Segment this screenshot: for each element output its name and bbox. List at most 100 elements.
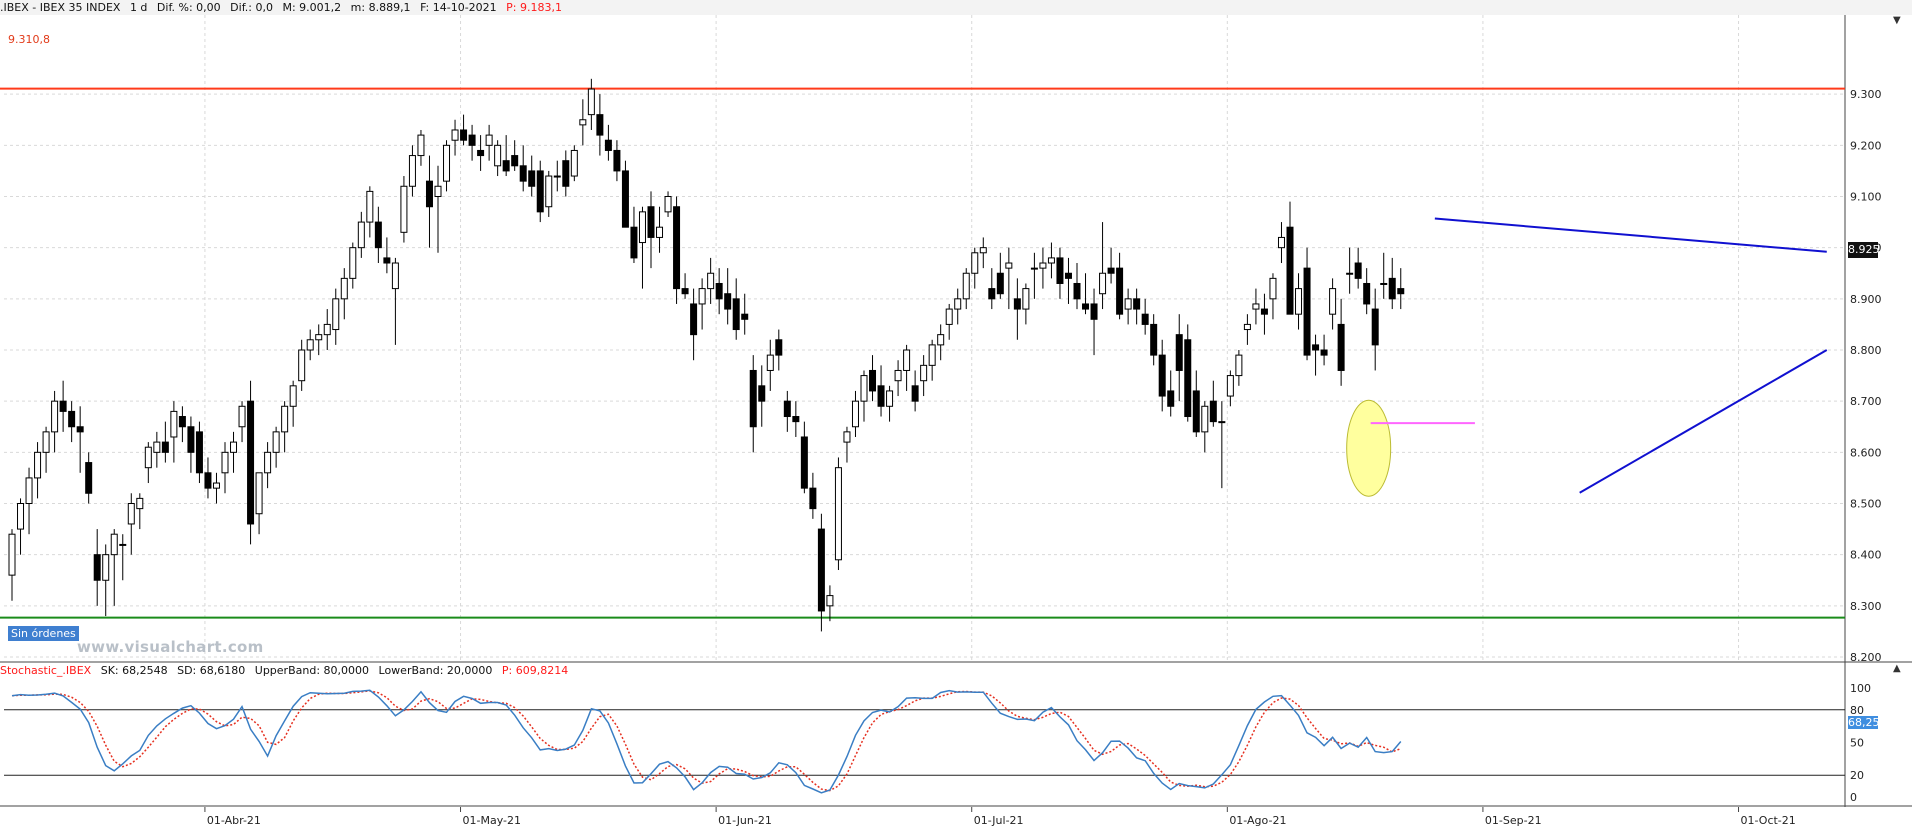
candle-up — [1005, 262, 1013, 269]
candle-down — [996, 272, 1004, 295]
candle-down — [536, 170, 544, 213]
candle-up — [1047, 257, 1055, 264]
candle-down — [613, 149, 621, 172]
collapse-down-icon[interactable]: ▼ — [1893, 15, 1901, 26]
candle-down — [383, 257, 391, 264]
candle-up — [332, 298, 340, 331]
candle-up — [1346, 272, 1354, 275]
stochastic-upper: UpperBand: 80,0000 — [254, 664, 370, 677]
candle-down — [1260, 308, 1268, 315]
x-tick-label: 01-Jun-21 — [718, 814, 772, 827]
date-axis: 01-Abr-21 01-May-21 01-Jun-21 01-Jul-21 01-A… — [204, 807, 1796, 827]
y-tick-label: 8.700 — [1850, 395, 1882, 408]
price-chart[interactable]: 9.3009.2009.1009.0008.9008.8008.7008.600… — [0, 15, 1912, 663]
candle-down — [681, 288, 689, 295]
candle-up — [221, 451, 229, 474]
candle-down — [1158, 354, 1166, 397]
candle-down — [374, 221, 382, 249]
candle-down — [1303, 267, 1311, 356]
candle-up — [1099, 272, 1107, 295]
stoch-background — [0, 663, 1912, 807]
candle-down — [1141, 313, 1149, 325]
candle-up — [928, 344, 936, 366]
candle-down — [511, 155, 519, 167]
candle-up — [1218, 421, 1226, 424]
candle-down — [1073, 282, 1081, 300]
candle-down — [715, 282, 723, 300]
candle-down — [1107, 267, 1115, 274]
candle-down — [792, 416, 800, 423]
stochastic-lower: LowerBand: 20,0000 — [378, 664, 493, 677]
candle-up — [8, 533, 16, 576]
candle-up — [1022, 288, 1030, 310]
x-tick-label: 01-Sep-21 — [1485, 814, 1542, 827]
candle-down — [869, 369, 877, 392]
candle-up — [366, 190, 374, 223]
candle-up — [451, 129, 459, 141]
candle-up — [110, 533, 118, 556]
candle-up — [340, 277, 348, 300]
y-tick-label: 8.900 — [1850, 293, 1882, 306]
stoch-y-tick: 100 — [1850, 682, 1871, 695]
candle-down — [93, 554, 101, 581]
sin-ordenes-badge[interactable]: Sin órdenes — [8, 626, 79, 641]
collapse-up-icon[interactable]: ▲ — [1893, 663, 1901, 674]
watermark: www.visualchart.com — [77, 638, 264, 656]
last-price-tag: 8.925 — [1848, 242, 1880, 258]
candle-up — [638, 211, 646, 244]
candle-up — [1277, 236, 1285, 249]
chart-header: .IBEX - IBEX 35 INDEX 1 d Dif. %: 0,00 D… — [0, 0, 1912, 15]
candle-down — [877, 385, 885, 407]
candle-up — [306, 339, 314, 351]
stochastic-sk-line — [11, 689, 1402, 794]
candle-down — [1320, 349, 1328, 356]
candle-down — [1133, 298, 1141, 310]
min-label: m: 8.889,1 — [350, 1, 411, 14]
candle-up — [656, 226, 664, 238]
candle-down — [1064, 272, 1072, 279]
candle-up — [707, 272, 715, 290]
candle-down — [1192, 390, 1200, 433]
symbol-label: .IBEX - IBEX 35 INDEX — [0, 1, 121, 14]
candle-down — [988, 288, 996, 300]
candle-up — [1030, 267, 1038, 270]
candle-down — [724, 293, 732, 310]
stoch-y-tick: 80 — [1850, 704, 1864, 717]
candle-up — [25, 477, 33, 504]
stoch-y-tick: 0 — [1850, 791, 1857, 804]
candle-down — [187, 426, 195, 453]
candle-down — [1116, 267, 1124, 315]
candle-down — [1354, 262, 1362, 279]
candle-up — [1380, 282, 1388, 285]
candle-up — [766, 354, 774, 371]
candle-down — [1090, 303, 1098, 320]
candle-up — [553, 175, 561, 178]
candle-up — [144, 446, 152, 469]
candle-up — [851, 400, 859, 428]
candle-up — [51, 400, 59, 433]
candle-up — [17, 503, 25, 530]
candle-up — [920, 364, 928, 382]
candle-down — [247, 400, 255, 525]
candle-up — [264, 451, 272, 474]
candle-down — [690, 303, 698, 336]
candle-up — [494, 144, 502, 167]
stochastic-chart[interactable]: 100 80 50 20 0 — [0, 663, 1912, 807]
y-tick-label: 9.200 — [1850, 139, 1882, 152]
candle-up — [408, 155, 416, 187]
candle-down — [161, 441, 169, 453]
candle-down — [1371, 308, 1379, 346]
dif-pct-label: Dif. %: 0,00 — [156, 1, 221, 14]
candle-up — [1201, 405, 1209, 433]
candle-up — [979, 247, 987, 254]
candle-up — [1295, 288, 1303, 315]
candle-down — [1337, 323, 1345, 371]
candle-down — [562, 160, 570, 187]
candle-up — [1039, 262, 1047, 269]
candle-down — [468, 134, 476, 146]
candle-up — [212, 482, 220, 489]
candle-up — [843, 431, 851, 443]
candle-down — [596, 114, 604, 136]
candle-down — [1013, 298, 1021, 310]
candle-down — [630, 226, 638, 259]
